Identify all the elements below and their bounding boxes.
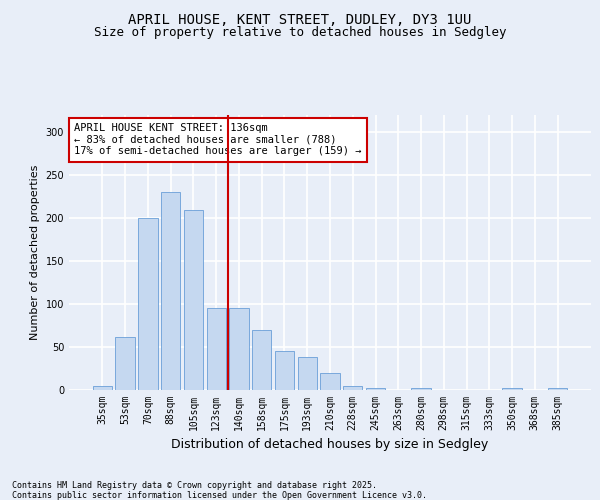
Bar: [161, 192, 181, 390]
Bar: [548, 388, 567, 390]
Text: Contains HM Land Registry data © Crown copyright and database right 2025.: Contains HM Land Registry data © Crown c…: [12, 481, 377, 490]
Bar: [502, 388, 522, 390]
Text: APRIL HOUSE, KENT STREET, DUDLEY, DY3 1UU: APRIL HOUSE, KENT STREET, DUDLEY, DY3 1U…: [128, 12, 472, 26]
Text: Contains public sector information licensed under the Open Government Licence v3: Contains public sector information licen…: [12, 491, 427, 500]
Bar: [115, 336, 135, 390]
Bar: [138, 218, 158, 390]
Bar: [93, 386, 112, 390]
Bar: [206, 308, 226, 390]
Bar: [298, 358, 317, 390]
Text: Size of property relative to detached houses in Sedgley: Size of property relative to detached ho…: [94, 26, 506, 39]
Bar: [412, 388, 431, 390]
Bar: [229, 308, 248, 390]
Bar: [366, 388, 385, 390]
Bar: [184, 210, 203, 390]
X-axis label: Distribution of detached houses by size in Sedgley: Distribution of detached houses by size …: [172, 438, 488, 452]
Bar: [320, 373, 340, 390]
Bar: [252, 330, 271, 390]
Bar: [275, 352, 294, 390]
Bar: [343, 386, 362, 390]
Y-axis label: Number of detached properties: Number of detached properties: [30, 165, 40, 340]
Text: APRIL HOUSE KENT STREET: 136sqm
← 83% of detached houses are smaller (788)
17% o: APRIL HOUSE KENT STREET: 136sqm ← 83% of…: [74, 123, 362, 156]
